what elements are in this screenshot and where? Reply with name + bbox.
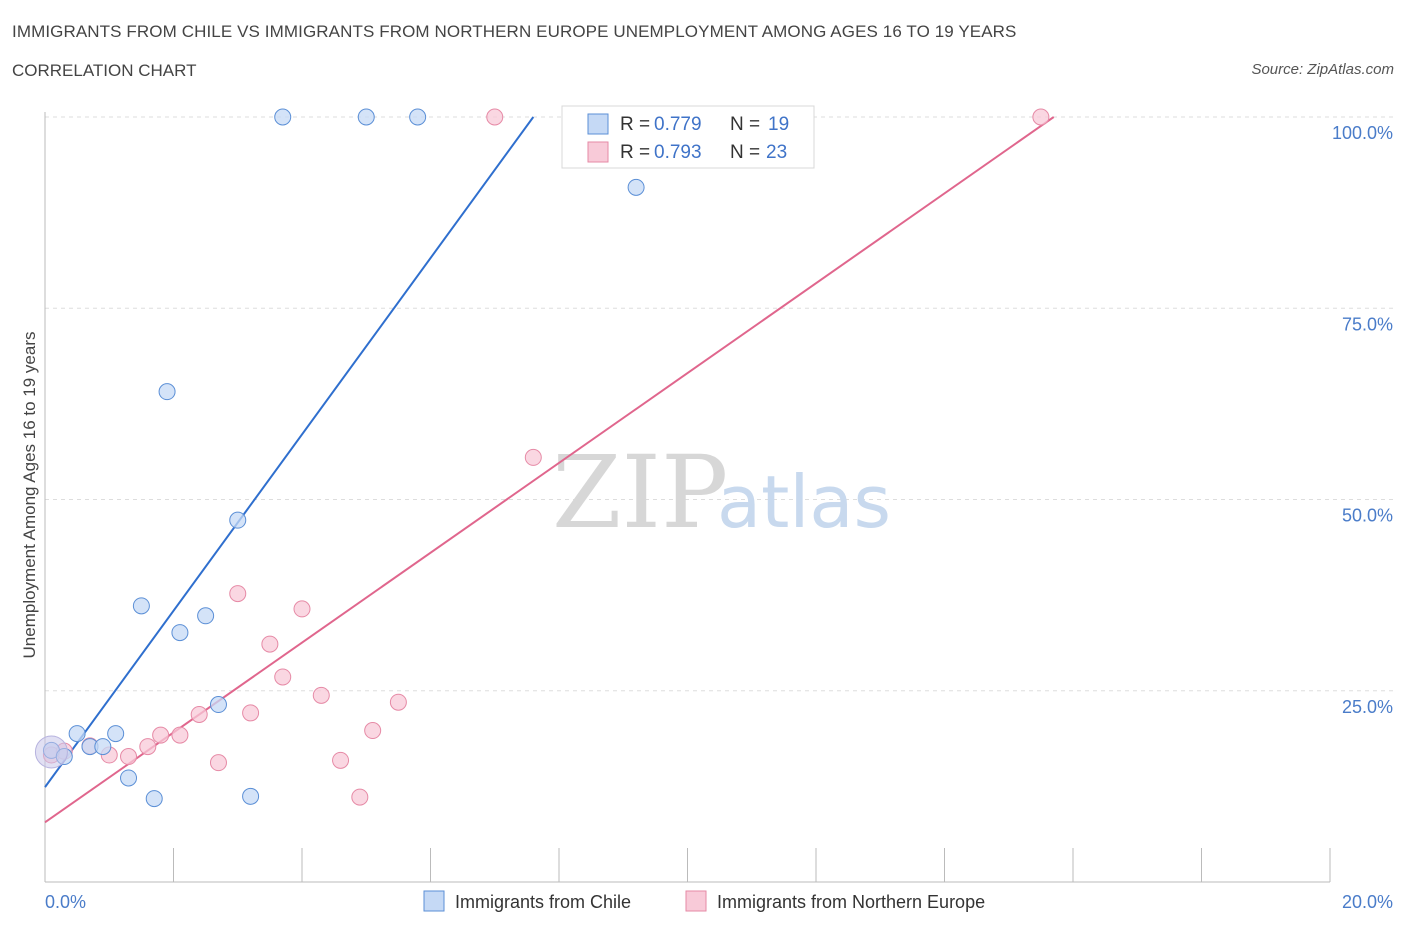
legend-chile-r-label: R = bbox=[620, 114, 650, 135]
chart-title: IMMIGRANTS FROM CHILE VS IMMIGRANTS FROM… bbox=[12, 22, 1017, 41]
watermark-zip: ZIP bbox=[552, 434, 728, 551]
x-tick-label-min: 0.0% bbox=[45, 892, 86, 912]
y-tick-labels: 25.0% 50.0% 75.0% 100.0% bbox=[1332, 123, 1393, 717]
watermark-atlas: atlas bbox=[717, 460, 891, 544]
point-northern-europe bbox=[364, 722, 382, 740]
source-label: Source: ZipAtlas.com bbox=[1251, 61, 1394, 78]
stats-legend: R = 0.779 N = 19 R = 0.793 N = 23 bbox=[561, 105, 815, 169]
trend-line-chile bbox=[44, 116, 535, 788]
data-points bbox=[34, 108, 1050, 808]
point-chile bbox=[171, 624, 189, 642]
legend-ne-n-label: N = bbox=[730, 142, 760, 163]
point-cluster bbox=[34, 735, 68, 769]
y-tick-label: 100.0% bbox=[1332, 123, 1393, 143]
point-chile bbox=[209, 696, 227, 714]
bottom-legend-chile-label: Immigrants from Chile bbox=[455, 892, 631, 912]
chart-subtitle: CORRELATION CHART bbox=[12, 61, 197, 80]
point-northern-europe bbox=[229, 585, 247, 603]
point-chile bbox=[229, 511, 247, 529]
point-chile bbox=[158, 383, 176, 401]
bottom-legend: Immigrants from Chile Immigrants from No… bbox=[423, 890, 985, 912]
point-chile bbox=[627, 178, 645, 196]
point-northern-europe bbox=[274, 668, 292, 686]
legend-swatch-chile bbox=[587, 113, 609, 135]
y-tick-label: 75.0% bbox=[1342, 314, 1393, 334]
point-northern-europe bbox=[312, 686, 330, 704]
point-northern-europe bbox=[190, 705, 208, 723]
bottom-legend-swatch-northern-europe bbox=[685, 890, 707, 912]
y-tick-label: 25.0% bbox=[1342, 697, 1393, 717]
bottom-legend-swatch-chile bbox=[423, 890, 445, 912]
point-northern-europe bbox=[242, 704, 260, 722]
point-chile bbox=[120, 769, 138, 787]
grid-lines bbox=[45, 116, 1395, 692]
y-axis-label: Unemployment Among Ages 16 to 19 years bbox=[20, 332, 39, 659]
point-northern-europe bbox=[171, 726, 189, 744]
legend-ne-r-value: 0.793 bbox=[654, 142, 702, 163]
point-northern-europe bbox=[293, 600, 311, 618]
point-northern-europe bbox=[1032, 108, 1050, 126]
point-northern-europe bbox=[524, 448, 542, 466]
point-chile bbox=[242, 787, 260, 805]
point-northern-europe bbox=[389, 693, 407, 711]
point-northern-europe bbox=[209, 754, 227, 772]
point-northern-europe bbox=[120, 748, 138, 766]
point-chile bbox=[409, 108, 427, 126]
y-tick-label: 50.0% bbox=[1342, 506, 1393, 526]
point-chile bbox=[107, 725, 125, 743]
point-chile bbox=[274, 108, 292, 126]
point-northern-europe bbox=[261, 635, 279, 653]
point-chile bbox=[357, 108, 375, 126]
legend-chile-n-value: 19 bbox=[768, 114, 789, 135]
point-chile bbox=[132, 597, 150, 615]
legend-ne-r-label: R = bbox=[620, 142, 650, 163]
x-tick-label-max: 20.0% bbox=[1342, 892, 1393, 912]
bottom-legend-northern-europe-label: Immigrants from Northern Europe bbox=[717, 892, 985, 912]
legend-swatch-northern-europe bbox=[587, 141, 609, 163]
legend-chile-n-label: N = bbox=[730, 114, 760, 135]
point-chile bbox=[68, 725, 86, 743]
point-northern-europe bbox=[332, 751, 350, 769]
point-northern-europe bbox=[139, 738, 157, 756]
point-northern-europe bbox=[152, 726, 170, 744]
legend-ne-n-value: 23 bbox=[766, 142, 787, 163]
legend-chile-r-value: 0.779 bbox=[654, 114, 702, 135]
point-northern-europe bbox=[351, 788, 369, 806]
point-chile bbox=[94, 738, 112, 756]
point-northern-europe bbox=[486, 108, 504, 126]
point-chile bbox=[145, 790, 163, 808]
point-chile bbox=[197, 607, 215, 625]
